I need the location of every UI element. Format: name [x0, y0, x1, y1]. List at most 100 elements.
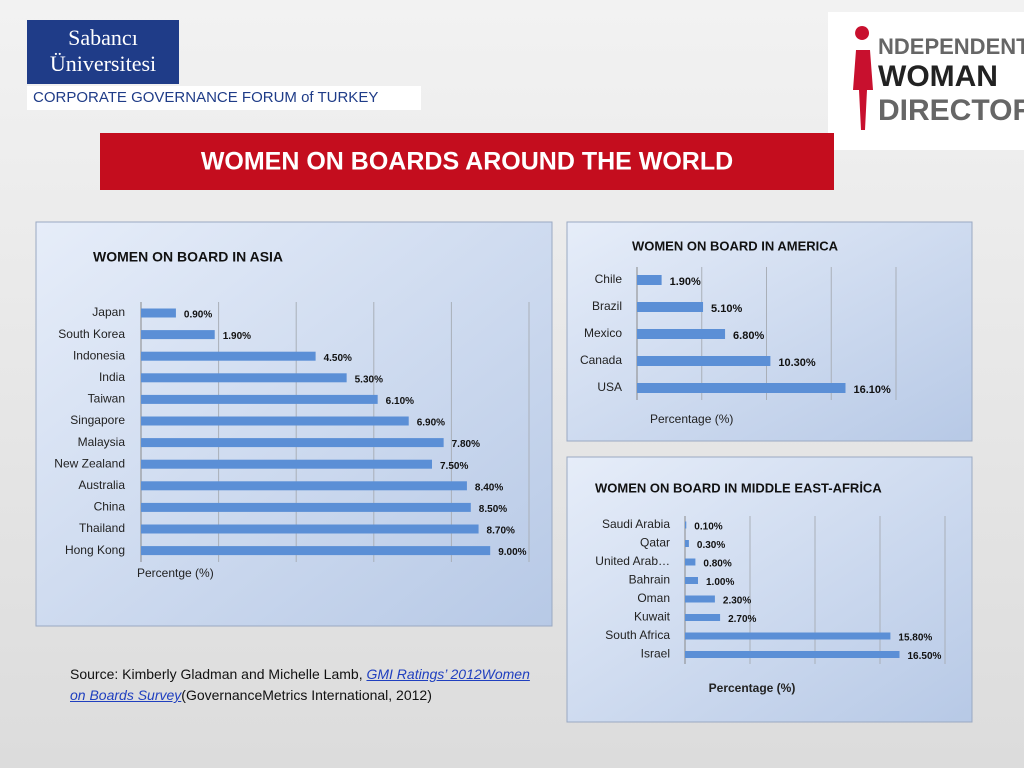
value-label: 6.80% [733, 330, 764, 342]
bar [637, 356, 771, 366]
source-link[interactable]: GMI Ratings’ 2012Women on Boards Survey [70, 666, 530, 703]
value-label: 15.80% [898, 633, 932, 644]
bar [685, 614, 721, 621]
category-label: Japan [92, 305, 125, 319]
value-label: 1.00% [706, 577, 734, 588]
value-label: 0.30% [697, 540, 725, 551]
value-label: 0.80% [703, 559, 731, 570]
value-label: 2.70% [728, 614, 756, 625]
bar [637, 275, 662, 285]
logo-text: NDEPENDENT [878, 34, 1024, 59]
chart-title: WOMEN ON BOARD IN ASIA [93, 249, 283, 265]
value-label: 6.10% [386, 396, 414, 407]
category-label: Thailand [79, 521, 125, 535]
value-label: 16.10% [853, 384, 891, 396]
bar [685, 632, 891, 640]
source-text: Source: Kimberly Gladman and Michelle La… [70, 666, 367, 682]
value-label: 2.30% [723, 596, 751, 607]
value-label: 0.10% [694, 522, 722, 533]
value-label: 4.50% [324, 353, 352, 364]
source-note: Source: Kimberly Gladman and Michelle La… [70, 664, 540, 706]
category-label: Bahrain [629, 573, 670, 587]
bar [141, 308, 176, 318]
category-label: United Arab… [595, 554, 670, 568]
bar [637, 302, 704, 312]
category-label: Hong Kong [65, 543, 125, 557]
category-label: Brazil [592, 299, 622, 313]
value-label: 9.00% [498, 547, 526, 558]
category-label: Canada [580, 353, 622, 367]
category-label: Israel [641, 647, 670, 661]
slide-title: WOMEN ON BOARDS AROUND THE WORLD [201, 148, 733, 176]
chart-title: WOMEN ON BOARD IN AMERICA [632, 238, 839, 253]
category-label: Indonesia [73, 348, 125, 362]
logo-text: DIRECTORS [878, 94, 1024, 127]
axis-title: Percentage (%) [709, 681, 796, 695]
value-label: 10.30% [778, 357, 816, 369]
axis-title: Percentge (%) [137, 566, 214, 580]
value-label: 16.50% [908, 651, 942, 662]
axis-title: Percentage (%) [650, 412, 733, 426]
title-banner [100, 133, 834, 190]
category-label: Malaysia [78, 435, 126, 449]
value-label: 5.10% [711, 303, 742, 315]
bar [685, 595, 715, 603]
category-label: South Africa [605, 628, 670, 642]
bar [685, 540, 689, 547]
bar [141, 481, 467, 491]
forum-name: CORPORATE GOVERNANCE FORUM of TURKEY [33, 89, 378, 106]
category-label: Australia [78, 478, 125, 492]
value-label: 5.30% [355, 374, 383, 385]
value-label: 8.40% [475, 482, 503, 493]
category-label: Singapore [70, 413, 125, 427]
logo-text: WOMAN [878, 60, 998, 93]
bar [141, 416, 409, 426]
bar [141, 438, 444, 448]
category-label: USA [597, 380, 622, 394]
value-label: 7.50% [440, 461, 468, 472]
forum-strip [27, 86, 421, 110]
bar [141, 351, 316, 361]
bar [141, 394, 378, 404]
bar [141, 524, 479, 534]
panel [566, 221, 973, 442]
bar [141, 330, 215, 340]
category-label: Kuwait [634, 610, 671, 624]
category-label: Chile [595, 272, 623, 286]
category-label: Saudi Arabia [602, 517, 670, 531]
bar [685, 521, 687, 529]
value-label: 1.90% [670, 276, 701, 288]
bar [141, 502, 471, 512]
bar [637, 383, 846, 393]
category-label: Mexico [584, 326, 622, 340]
value-label: 7.80% [452, 439, 480, 450]
bar [685, 577, 698, 584]
source-text: (GovernanceMetrics International, 2012) [181, 687, 432, 703]
university-logo [27, 20, 179, 84]
bar [637, 329, 726, 339]
bar [685, 558, 696, 566]
category-label: Qatar [640, 536, 670, 550]
value-label: 8.70% [487, 526, 515, 537]
bar [141, 546, 491, 556]
woman-figure [853, 26, 873, 131]
value-label: 6.90% [417, 418, 445, 429]
chart-title: WOMEN ON BOARD IN MIDDLE EAST-AFRİCA [595, 480, 882, 495]
category-label: China [94, 500, 126, 514]
value-label: 8.50% [479, 504, 507, 515]
category-label: Taiwan [88, 392, 125, 406]
value-label: 1.90% [223, 331, 251, 342]
category-label: New Zealand [54, 456, 125, 470]
category-label: India [99, 370, 125, 384]
university-name: Sabancı [68, 25, 138, 50]
bar [685, 651, 900, 658]
category-label: Oman [637, 591, 670, 605]
bar [141, 373, 347, 383]
value-label: 0.90% [184, 310, 212, 321]
bar [141, 459, 432, 469]
category-label: South Korea [58, 327, 125, 341]
panel [566, 456, 973, 723]
university-name: Üniversitesi [50, 51, 156, 76]
